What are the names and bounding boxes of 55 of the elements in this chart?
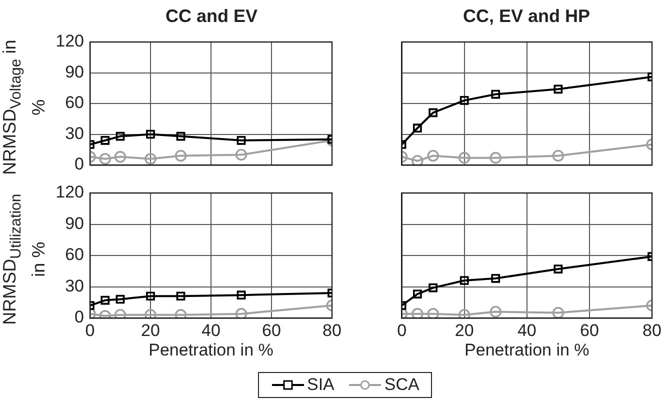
point (235, 148, 248, 161)
x-tick-label: 80 (642, 320, 662, 340)
point (460, 276, 469, 285)
x-tick-label: 60 (262, 320, 281, 340)
point (427, 150, 439, 162)
chart-title: CC and EV (164, 6, 258, 27)
point (491, 274, 500, 283)
point (413, 124, 422, 133)
point (460, 96, 469, 105)
point (491, 90, 500, 99)
point (554, 84, 563, 94)
point (490, 306, 502, 318)
point (413, 290, 422, 298)
x-tick-label: 20 (141, 320, 160, 340)
point (490, 152, 502, 164)
y-tick-label: 90 (65, 214, 84, 233)
point (412, 308, 424, 318)
y-tick-label: 120 (56, 32, 84, 51)
x-tick-label: 40 (517, 320, 536, 340)
y-tick-label: 30 (65, 276, 84, 296)
point (174, 150, 187, 162)
point (427, 308, 439, 318)
x-tick-label: 80 (322, 320, 342, 340)
x-tick-label: 40 (202, 320, 220, 340)
x-tick-label: 20 (454, 320, 474, 340)
point (554, 264, 563, 274)
y-tick-label: 120 (56, 182, 84, 202)
point (458, 152, 470, 164)
y-tick-label: 90 (65, 62, 84, 82)
x-tick-label: 0 (397, 320, 407, 340)
point (146, 130, 155, 139)
point (114, 150, 126, 163)
point (412, 155, 424, 165)
point (99, 152, 112, 165)
point (236, 136, 246, 145)
y-tick-label: 30 (65, 124, 84, 143)
y-tick-label: 0 (74, 154, 84, 174)
point (144, 152, 156, 165)
legend-label: SIA (307, 375, 334, 395)
point (100, 136, 110, 145)
point (428, 108, 438, 118)
point (458, 308, 470, 318)
x-tick-label: 60 (580, 320, 599, 340)
chart-title: CC, EV and HP (462, 6, 592, 27)
legend-label: SCA (384, 375, 420, 395)
x-axis-title: Penetration in % (148, 340, 274, 360)
y-tick-label: 0 (74, 308, 84, 327)
y-tick-label: 60 (65, 93, 84, 112)
point (552, 150, 564, 162)
point (116, 132, 125, 141)
x-axis-title: Penetration in % (464, 340, 590, 360)
point (552, 306, 564, 318)
y-tick-label: 60 (65, 245, 84, 264)
point (176, 132, 186, 141)
point (428, 283, 438, 292)
